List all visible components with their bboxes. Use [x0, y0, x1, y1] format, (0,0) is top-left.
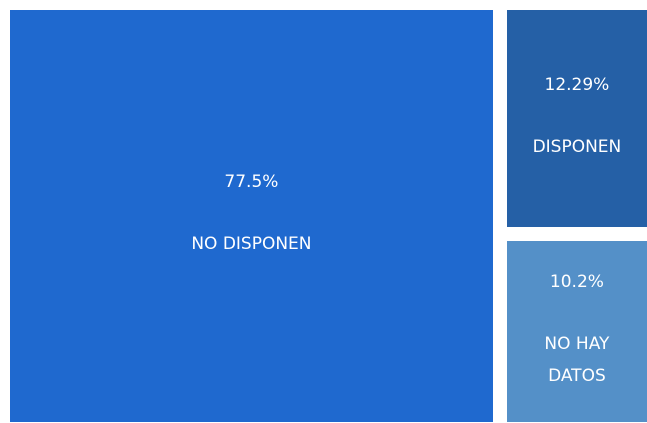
category-label: DISPONEN: [532, 136, 622, 157]
treemap-tile: 12.29% DISPONEN: [506, 10, 647, 228]
value-label: 10.2%: [549, 271, 604, 292]
value-label: 12.29%: [544, 74, 610, 95]
category-label: NO DISPONEN: [191, 234, 312, 254]
category-label: NO HAY DATOS: [544, 333, 610, 386]
treemap-tile: 10.2% NO HAY DATOS: [506, 241, 647, 422]
treemap-tile: 77.5% NO DISPONEN: [10, 10, 493, 422]
value-label: 77.5%: [224, 172, 279, 192]
